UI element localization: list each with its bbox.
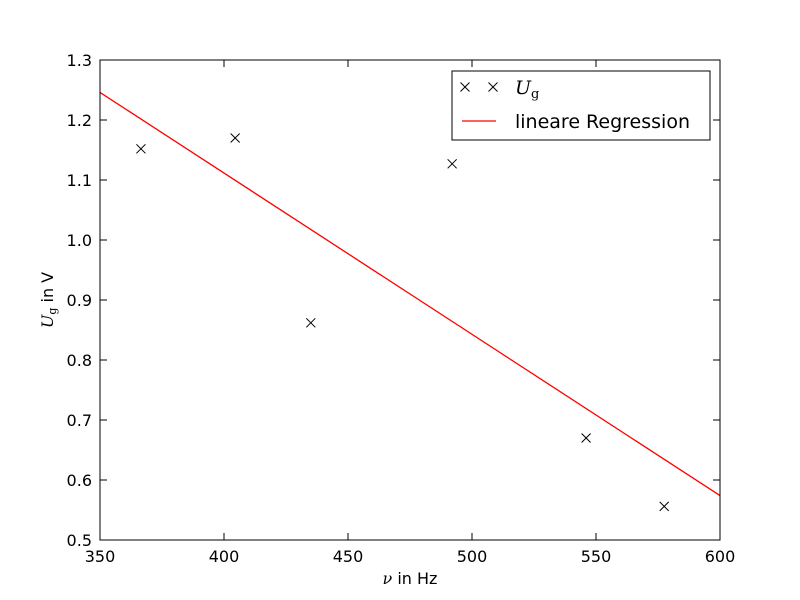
legend-scatter-symbol: U bbox=[515, 77, 532, 99]
x-tick-label: 400 bbox=[209, 547, 240, 566]
x-tick-label: 350 bbox=[85, 547, 116, 566]
legend-x-marker bbox=[488, 82, 498, 92]
legend-x-marker bbox=[460, 82, 470, 92]
regression-line bbox=[99, 91, 721, 497]
y-tick-label: 0.9 bbox=[67, 291, 92, 310]
x-axis-unit: in Hz bbox=[392, 569, 437, 588]
legend-label-scatter: Ug bbox=[515, 77, 539, 102]
x-tick-label: 600 bbox=[705, 547, 736, 566]
legend-label-regression: lineare Regression bbox=[515, 111, 690, 133]
data-point bbox=[136, 143, 146, 154]
y-tick-label: 1.2 bbox=[67, 111, 92, 130]
legend: Ug lineare Regression bbox=[451, 70, 711, 141]
data-point bbox=[659, 501, 670, 512]
legend-box bbox=[451, 70, 711, 141]
x-tick-label: 550 bbox=[581, 547, 612, 566]
y-axis-unit: in V bbox=[38, 272, 57, 308]
y-axis-symbol: U bbox=[38, 314, 57, 328]
y-tick-label: 1.3 bbox=[67, 51, 92, 70]
y-tick-label: 0.6 bbox=[67, 471, 92, 490]
y-axis-label: Ug in V bbox=[38, 272, 59, 328]
y-tick-label: 0.8 bbox=[67, 351, 92, 370]
x-tick-label: 500 bbox=[457, 547, 488, 566]
y-tick-label: 1.1 bbox=[67, 171, 92, 190]
legend-marker-scatter bbox=[460, 82, 498, 92]
tick-labels: 350 400 450 500 550 600 0.5 0.6 0.7 0.8 0.9 1.0 1.1 1… bbox=[67, 51, 736, 566]
data-point bbox=[230, 133, 241, 143]
data-point bbox=[305, 317, 316, 328]
ticks bbox=[99, 59, 721, 541]
y-axis-subscript: g bbox=[46, 308, 59, 315]
x-tick-label: 450 bbox=[333, 547, 364, 566]
x-axis-label: ν in Hz bbox=[383, 569, 438, 588]
data-point bbox=[447, 158, 458, 169]
y-tick-label: 1.0 bbox=[67, 231, 92, 250]
y-tick-label: 0.7 bbox=[67, 411, 92, 430]
data-point bbox=[581, 433, 591, 443]
legend-scatter-subscript: g bbox=[531, 87, 539, 102]
data-points bbox=[136, 133, 670, 512]
x-axis-symbol: ν bbox=[383, 569, 393, 588]
regression-layer bbox=[99, 91, 721, 497]
y-tick-label: 0.5 bbox=[67, 531, 92, 550]
